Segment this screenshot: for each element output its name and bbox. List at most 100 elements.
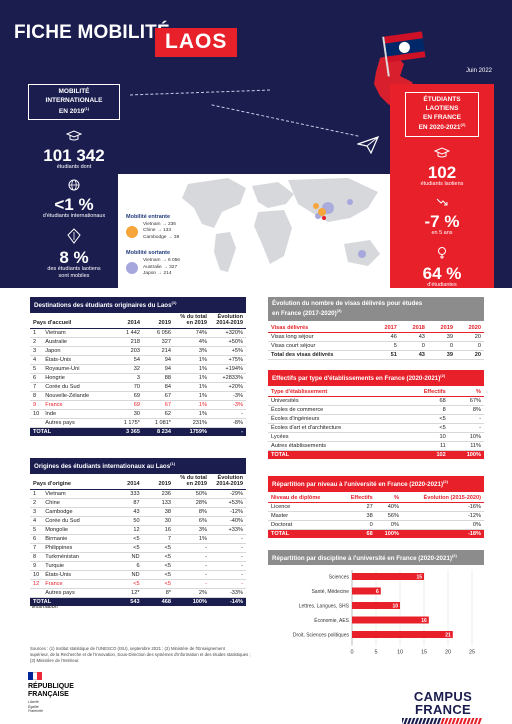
value-cell: ND — [111, 570, 143, 580]
logo-stripe — [458, 718, 464, 724]
inbound-legend-item: Vietnam → 236 — [143, 222, 176, 227]
value-cell: 43 — [399, 350, 428, 361]
label-cell: Visas court séjour — [268, 341, 372, 352]
value-cell: - — [210, 534, 246, 544]
table-row: Master 38 56% -12% — [268, 511, 484, 522]
mobile-rate-label-2: sont mobiles — [58, 272, 90, 279]
value-cell: 203 — [111, 346, 143, 356]
logo-stripe — [410, 718, 416, 724]
table-row: Autres pays 12* 8* 2% -33% — [30, 588, 246, 599]
logo-stripe — [406, 718, 412, 724]
value-cell: 3 — [111, 373, 143, 383]
value-cell: 3% — [174, 346, 210, 356]
rank-cell: 4 — [30, 516, 43, 526]
country-cell: Birmanie — [42, 534, 112, 544]
value-cell: 40% — [375, 502, 402, 513]
country-badge: LAOS — [155, 28, 238, 57]
rank-cell: 6 — [30, 534, 43, 544]
label-cell: Doctorat — [268, 520, 340, 531]
table-row: Lycées 10 10% — [268, 432, 484, 443]
rank-cell: 2 — [30, 337, 43, 347]
levels-table: Niveau de diplôme Effectifs % Évolution … — [268, 493, 484, 539]
country-cell: Chine — [42, 498, 112, 508]
column-header: Évolution 2014-2019 — [210, 312, 246, 329]
discipline-chart-title: Répartition par discipline à l'universit… — [268, 550, 484, 566]
rank-cell: 9 — [30, 561, 43, 571]
column-header: 2020 — [455, 323, 484, 333]
value-cell: 84 — [142, 382, 174, 392]
women-share-label: d'étudiantes — [427, 281, 457, 288]
category-label: Lettres, Langues, SHS — [299, 604, 350, 610]
label-cell: Lycées — [268, 432, 401, 443]
logo-stripe — [450, 718, 456, 724]
country-cell: Royaume-Uni — [42, 364, 112, 374]
value-cell: 1% — [174, 382, 210, 392]
table-row: 9 France 69 67 1% -3% — [30, 400, 246, 410]
table-row: Autres établissements 11 11% — [268, 441, 484, 452]
value-cell: 39 — [427, 332, 456, 343]
value-cell: 94 — [142, 364, 174, 374]
category-label: Santé, Médecine — [311, 589, 349, 595]
value-cell: <5 — [111, 579, 143, 590]
table-row: Visas court séjour 5 0 0 0 — [268, 341, 484, 352]
world-map — [182, 178, 380, 272]
outbound-legend-item: Japon → 214 — [143, 271, 172, 277]
rank-cell: 9 — [30, 400, 43, 410]
logo-stripe — [432, 718, 438, 724]
luggage-icon — [28, 228, 120, 247]
table-row: 2 Australie 218 327 4% +50% — [30, 337, 246, 347]
france-box: ÉTUDIANTS LAOTIENS EN FRANCE EN 2020-202… — [405, 92, 479, 138]
column-header: 2019 — [142, 312, 174, 329]
value-cell: 6 — [111, 561, 143, 571]
value-cell: - — [448, 414, 484, 425]
value-cell: - — [174, 552, 210, 562]
sources-note: Sources : (1) Institut statistique de l'… — [30, 646, 251, 663]
value-cell: 0% — [401, 520, 484, 531]
value-cell: 0% — [375, 520, 402, 531]
total-value: 1759% — [174, 427, 210, 437]
origins-title: Origines des étudiants internationaux au… — [30, 458, 246, 474]
total-label: TOTAL — [30, 597, 112, 607]
value-cell: 67 — [142, 391, 174, 401]
map-legend: Mobilité entrante Vietnam → 236 Chine → … — [126, 214, 180, 278]
value-cell: 5 — [371, 341, 400, 352]
value-cell: 50 — [111, 516, 143, 526]
decorative-dash-line — [211, 104, 359, 137]
value-cell: 50% — [174, 489, 210, 499]
value-cell: 1% — [174, 373, 210, 383]
value-cell: - — [448, 423, 484, 434]
value-cell: 0 — [455, 341, 484, 352]
value-cell: - — [174, 561, 210, 571]
logo-stripe — [469, 718, 475, 724]
column-header: Évolution 2014-2019 — [210, 473, 246, 490]
value-cell: 56% — [375, 511, 402, 522]
table-row: 9 Turquie 6 <5- - — [30, 561, 246, 571]
value-cell: 28% — [174, 498, 210, 508]
inbound-legend-item: Chine → 133 — [143, 228, 171, 234]
marianne-icon — [28, 672, 43, 680]
outbound-legend-title: Mobilité sortante — [126, 250, 171, 257]
table-row: 8 Turkménistan ND <5- - — [30, 552, 246, 562]
column-header: 2018 — [399, 323, 428, 333]
discipline-bar-chart: 0 5 10 15 20 25 Sciences 15 Santé, Médecine 6 Lett… — [293, 570, 475, 656]
value-cell: 231% — [174, 418, 210, 429]
total-label: TOTAL — [268, 529, 340, 539]
value-cell: <5 — [142, 552, 174, 562]
country-cell: Turquie — [42, 561, 112, 571]
outbound-students-label: étudiants dont — [56, 164, 92, 171]
rank-cell — [30, 418, 43, 429]
visas-table: Visas délivrés 2017 2018 2019 2020 Visas… — [268, 323, 484, 361]
total-value: 102 — [400, 450, 449, 460]
country-cell: Mongolie — [42, 525, 112, 535]
mobile-rate-value: 8 % — [59, 247, 89, 267]
category-label: Sciences — [329, 575, 350, 581]
bar — [352, 573, 424, 581]
value-cell: 67 — [142, 400, 174, 410]
value-cell: -12% — [210, 507, 246, 517]
logo-stripe — [476, 718, 482, 724]
bar — [352, 616, 429, 624]
female-icon — [390, 246, 494, 263]
table-row: 6 Birmanie <5 7 1% - — [30, 534, 246, 544]
rank-cell: 1 — [30, 328, 43, 338]
international-share-value: <1 % — [54, 194, 94, 214]
